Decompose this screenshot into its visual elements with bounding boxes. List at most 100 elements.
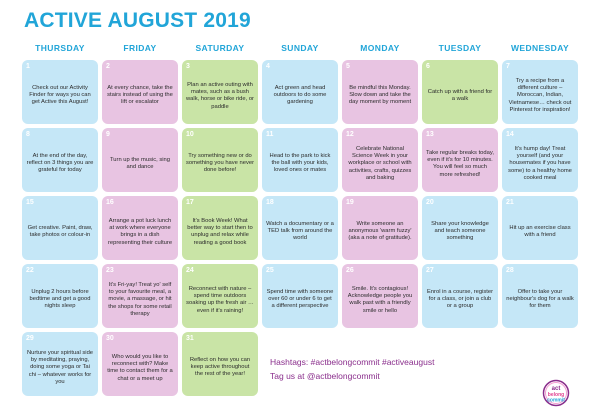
calendar-day-cell: 15 Get creative. Paint, draw, take photos… [22,196,98,260]
hashtags-text: Hashtags: #actbelongcommit #activeaugust [270,357,435,367]
calendar-day-cell: 19 Write someone an anonymous 'warm fuzzy… [342,196,418,260]
calendar-day-cell: 22 Unplug 2 hours before bedtime and get … [22,264,98,328]
day-number: 7 [506,63,510,70]
calendar-day-cell: 30 Who would you like to reconnect with? … [102,332,178,396]
day-number: 12 [346,131,354,138]
calendar-day-cell: 26 Smile. It's contagious! Acknowledge pe… [342,264,418,328]
calendar-day-cell: 31 Reflect on how you can keep active thr… [182,332,258,396]
day-number: 20 [426,199,434,206]
day-number: 28 [506,267,514,274]
day-activity-text: Take regular breaks today, even if it's … [426,150,494,178]
day-number: 21 [506,199,514,206]
day-number: 23 [106,267,114,274]
calendar-day-cell: 4 Act green and head outdoors to do some … [262,60,338,124]
calendar-day-cell: 23 It's Fri-yay! Treat yo' self to your f… [102,264,178,328]
day-number: 14 [506,131,514,138]
calendar-day-cell: 1 Check out our Activity Finder for ways … [22,60,98,124]
calendar-day-cell: 12 Celebrate National Science Week in you… [342,128,418,192]
calendar-day-cell: 25 Spend time with someone over 60 or und… [262,264,338,328]
day-activity-text: Write someone an anonymous 'warm fuzzy' … [348,221,412,242]
act-belong-commit-logo: act belong commit [540,379,572,407]
day-activity-text: Try something new or do something you ha… [186,153,254,174]
day-activity-text: It's hump day! Treat yourself (and your … [508,146,572,181]
calendar-day-cell: 13 Take regular breaks today, even if it'… [422,128,498,192]
page-title: ACTIVE AUGUST 2019 [24,9,251,32]
calendar-day-cell: 9 Turn up the music, sing and dance [102,128,178,192]
day-activity-text: Try a recipe from a different culture – … [508,78,572,113]
day-activity-text: Spend time with someone over 60 or under… [266,289,334,310]
calendar-day-cell: 6 Catch up with a friend for a walk [422,60,498,124]
day-activity-text: Turn up the music, sing and dance [109,157,171,171]
day-activity-text: Nurture your spiritual side by meditatin… [26,350,94,385]
day-number: 1 [26,63,30,70]
day-activity-text: Who would you like to reconnect with? Ma… [107,354,173,382]
weekday-sunday: SUNDAY [281,43,319,53]
day-number: 15 [26,199,34,206]
day-activity-text: Act green and head outdoors to do some g… [273,85,327,106]
day-number: 2 [106,63,110,70]
day-activity-text: Enrol in a course, register for a class,… [426,289,494,310]
calendar-day-cell: 28 Offer to take your neighbour's dog for… [502,264,578,328]
day-number: 6 [426,63,430,70]
day-activity-text: Watch a documentary or a TED talk from a… [266,221,334,242]
calendar-day-cell: 20 Share your knowledge and teach someone… [422,196,498,260]
day-number: 30 [106,335,114,342]
calendar-grid: 1 Check out our Activity Finder for ways … [22,60,582,402]
day-number: 24 [186,267,194,274]
day-number: 8 [26,131,30,138]
day-activity-text: Celebrate National Science Week in your … [348,146,412,181]
day-activity-text: At every chance, take the stairs instead… [107,85,173,106]
weekday-thursday: THURSDAY [35,43,85,53]
day-activity-text: Hit up an exercise class with a friend [509,225,571,239]
day-activity-text: It's Book Week! What better way to start… [187,218,253,246]
day-number: 3 [186,63,190,70]
day-activity-text: Plan an active outing with mates, such a… [186,82,254,110]
day-activity-text: Unplug 2 hours before bedtime and get a … [29,289,91,310]
calendar-day-cell: 5 Be mindful this Monday. Slow down and t… [342,60,418,124]
tag-us-text: Tag us at @actbelongcommit [270,371,380,381]
calendar-day-cell: 18 Watch a documentary or a TED talk from… [262,196,338,260]
calendar-day-cell: 21 Hit up an exercise class with a friend [502,196,578,260]
day-number: 29 [26,335,34,342]
weekday-friday: FRIDAY [123,43,157,53]
footer: Hashtags: #actbelongcommit #activeaugust… [270,357,510,382]
day-activity-text: Offer to take your neighbour's dog for a… [506,289,574,310]
day-activity-text: Reconnect with nature – spend time outdo… [186,286,254,314]
day-activity-text: Reflect on how you can keep active throu… [189,357,251,378]
day-number: 9 [106,131,110,138]
weekday-saturday: SATURDAY [195,43,245,53]
day-activity-text: Smile. It's contagious! Acknowledge peop… [347,286,413,314]
day-activity-text: Check out our Activity Finder for ways y… [29,85,91,106]
day-number: 16 [106,199,114,206]
svg-text:commit: commit [547,398,565,404]
calendar-day-cell: 17 It's Book Week! What better way to sta… [182,196,258,260]
day-activity-text: At the end of the day, reflect on 3 thin… [26,153,94,174]
calendar-day-cell: 7 Try a recipe from a different culture –… [502,60,578,124]
day-number: 10 [186,131,194,138]
day-number: 26 [346,267,354,274]
day-activity-text: It's Fri-yay! Treat yo' self to your fav… [108,282,172,317]
day-number: 13 [426,131,434,138]
svg-text:belong: belong [548,392,564,398]
weekday-wednesday: WEDNESDAY [510,43,570,53]
day-activity-text: Head to the park to kick the ball with y… [269,153,331,174]
day-number: 22 [26,267,34,274]
calendar-day-cell: 14 It's hump day! Treat yourself (and you… [502,128,578,192]
day-number: 11 [266,131,274,138]
day-activity-text: Be mindful this Monday. Slow down and ta… [348,85,412,106]
day-number: 17 [186,199,194,206]
svg-text:act: act [552,386,561,392]
day-activity-text: Arrange a pot luck lunch at work where e… [107,218,173,246]
day-number: 18 [266,199,274,206]
weekday-tuesday: TUESDAY [438,43,482,53]
weekday-monday: MONDAY [360,43,400,53]
day-number: 5 [346,63,350,70]
calendar-day-cell: 10 Try something new or do something you … [182,128,258,192]
calendar-day-cell: 2 At every chance, take the stairs instea… [102,60,178,124]
calendar-day-cell: 8 At the end of the day, reflect on 3 thi… [22,128,98,192]
calendar-day-cell: 3 Plan an active outing with mates, such … [182,60,258,124]
calendar-day-cell: 24 Reconnect with nature – spend time out… [182,264,258,328]
day-activity-text: Catch up with a friend for a walk [427,89,493,103]
day-number: 19 [346,199,354,206]
day-number: 25 [266,267,274,274]
